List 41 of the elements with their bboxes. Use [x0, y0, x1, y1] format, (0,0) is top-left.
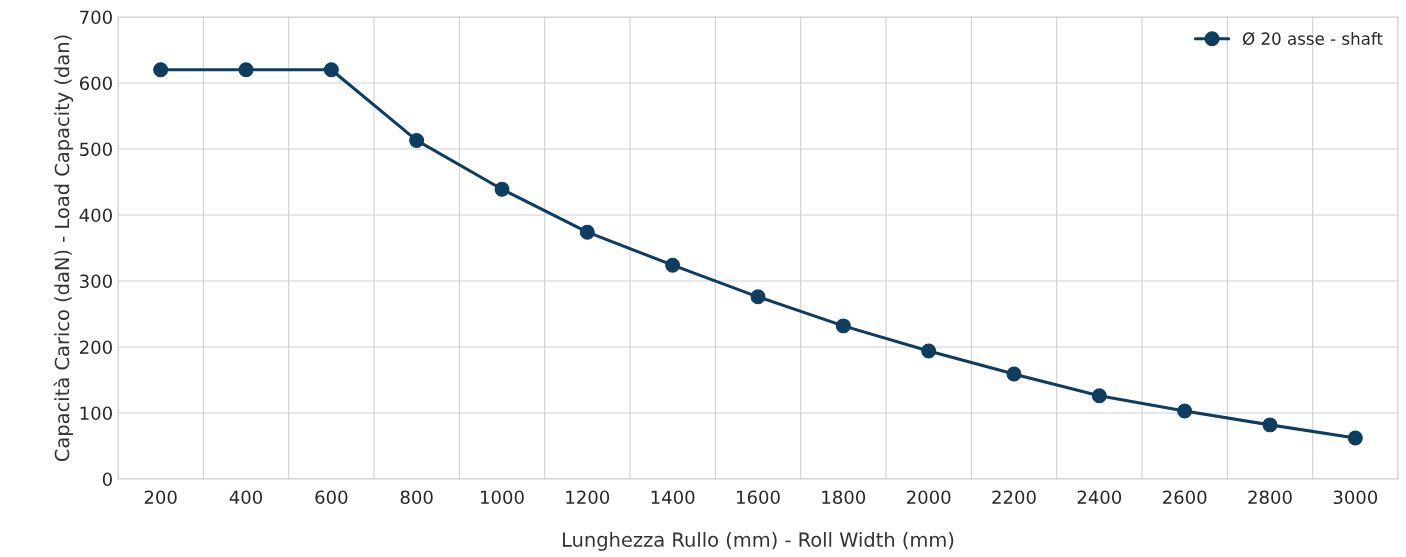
y-tick-label: 100 [80, 406, 112, 421]
x-axis-title: Lunghezza Rullo (mm) - Roll Width (mm) [563, 531, 954, 551]
point [665, 257, 681, 273]
point [153, 62, 169, 78]
x-tick-label: 1800 [822, 490, 866, 505]
point [238, 62, 254, 78]
x-tick-label: 2600 [1163, 490, 1207, 505]
point [835, 318, 851, 334]
x-tick-label: 600 [315, 490, 348, 505]
point [323, 62, 339, 78]
point [494, 181, 510, 197]
x-tick-label: 1600 [737, 490, 780, 505]
y-tick-label: 200 [80, 340, 112, 355]
point [579, 224, 595, 240]
y-tick-label: 500 [80, 142, 112, 157]
y-tick-label: 0 [102, 472, 112, 487]
legend-label: Ø 20 asse - shaft [1242, 31, 1383, 46]
point [1177, 403, 1193, 419]
point [1006, 366, 1022, 382]
y-tick-label: 400 [79, 208, 112, 223]
y-tick-label: 700 [80, 10, 112, 25]
x-tick-label: 3000 [1333, 490, 1378, 505]
point [409, 132, 425, 148]
x-tick-label: 200 [144, 490, 177, 505]
point [1091, 388, 1107, 404]
x-tick-label: 2800 [1248, 490, 1292, 505]
x-tick-label: 800 [400, 490, 433, 505]
y-axis-title: Capacità Carico (daN) - Load Capacity (dan) [53, 35, 74, 462]
point [1262, 417, 1278, 433]
x-tick-label: 400 [229, 490, 263, 505]
x-tick-label: 2000 [907, 490, 951, 505]
x-tick-label: 2200 [992, 490, 1036, 505]
x-tick-label: 2400 [1077, 490, 1122, 505]
x-tick-label: 1400 [651, 490, 695, 505]
y-tick-label: 300 [80, 274, 112, 289]
y-tick-label: 600 [79, 76, 112, 91]
point [750, 289, 766, 305]
x-tick-label: 1200 [566, 490, 610, 505]
point [1347, 430, 1363, 446]
x-tick-label: 1000 [481, 490, 524, 505]
point [921, 343, 937, 359]
